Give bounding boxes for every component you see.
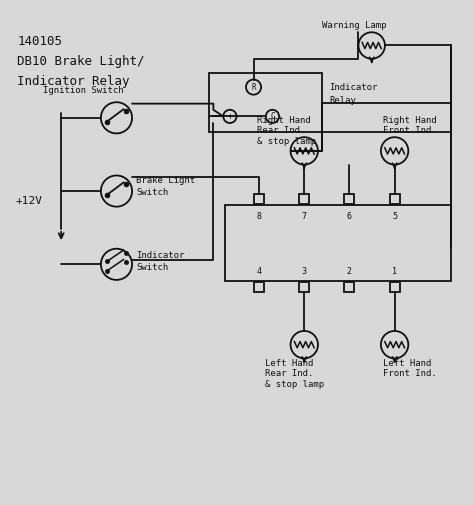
Text: R: R [251,83,256,91]
Text: Switch: Switch [137,263,169,272]
Text: Relay: Relay [329,96,356,105]
Bar [390,194,400,205]
Text: C: C [270,112,275,121]
Bar [254,194,264,205]
Text: Front Ind.: Front Ind. [383,369,437,378]
Text: Right Hand: Right Hand [257,116,311,125]
Text: Indicator: Indicator [137,251,185,260]
Text: 8: 8 [256,212,262,221]
Text: Rear Ind.: Rear Ind. [265,369,314,378]
Text: Indicator Relay: Indicator Relay [17,75,130,88]
Bar [299,194,309,205]
Text: 1: 1 [392,267,397,276]
Text: 5: 5 [392,212,397,221]
Text: 3: 3 [302,267,307,276]
Text: Left Hand: Left Hand [265,359,314,368]
Text: Ignition Switch: Ignition Switch [43,86,124,95]
Text: DB10 Brake Light/: DB10 Brake Light/ [17,55,145,68]
Text: 140105: 140105 [17,35,62,48]
Bar [225,205,451,281]
Bar [254,282,264,292]
Text: +: + [228,112,232,121]
Text: Rear Ind.: Rear Ind. [257,126,305,135]
Text: Warning Lamp: Warning Lamp [322,21,387,30]
Bar [345,282,355,292]
Bar [299,282,309,292]
Text: Left Hand: Left Hand [383,359,431,368]
Text: Right Hand: Right Hand [383,116,437,125]
Bar [209,73,322,132]
Text: Indicator: Indicator [329,83,377,91]
Text: Switch: Switch [137,188,169,197]
Text: Front Ind.: Front Ind. [383,126,437,135]
Bar [390,282,400,292]
Text: & stop lamp: & stop lamp [257,137,316,146]
Text: & stop lamp: & stop lamp [265,380,325,389]
Text: +12V: +12V [16,195,43,206]
Text: 7: 7 [302,212,307,221]
Text: 4: 4 [256,267,262,276]
Text: 2: 2 [347,267,352,276]
Text: 6: 6 [347,212,352,221]
Text: Brake Light: Brake Light [137,176,195,184]
Bar [345,194,355,205]
